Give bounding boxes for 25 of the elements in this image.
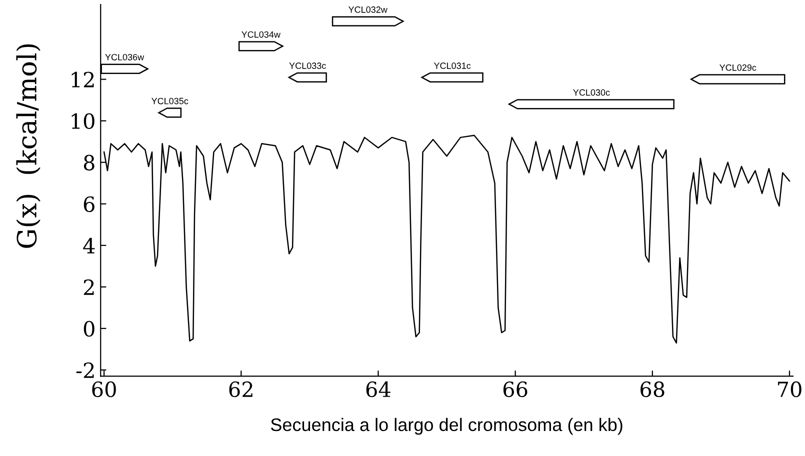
x-tick-label: 66 [503,381,528,398]
x-tick-label: 64 [366,381,390,398]
y-tick-label: 10 [72,113,94,130]
x-axis-title: Secuencia a lo largo del cromosoma (en kb) [270,418,622,435]
y-tick-label: 2 [84,279,94,295]
y-tick-label: 0 [84,320,94,337]
y-tick-label: 6 [84,196,94,212]
annotation: YCL034w [242,31,280,38]
annotation: YCL031c [434,62,471,69]
x-tick-label: 70 [778,381,802,398]
x-tick-label: 68 [640,381,664,398]
y-tick-label: -2 [76,362,94,378]
y-axis-title: G(x) (kcal/mol) [16,44,40,248]
x-tick-label: 60 [92,381,116,398]
x-tick-label: 62 [229,381,252,398]
annotation: YCL032w [348,6,388,13]
y-tick-label: 12 [72,72,94,88]
y-tick-label: 8 [84,154,94,171]
annotation: YCL035c [151,98,188,104]
annotation: YCL033c [289,62,326,69]
annotation: YCL036w [105,54,144,60]
y-tick-label: 4 [83,238,95,254]
line-series [103,134,790,344]
annotation: YCL030c [573,89,610,96]
annotation: YCL029c [720,64,756,71]
